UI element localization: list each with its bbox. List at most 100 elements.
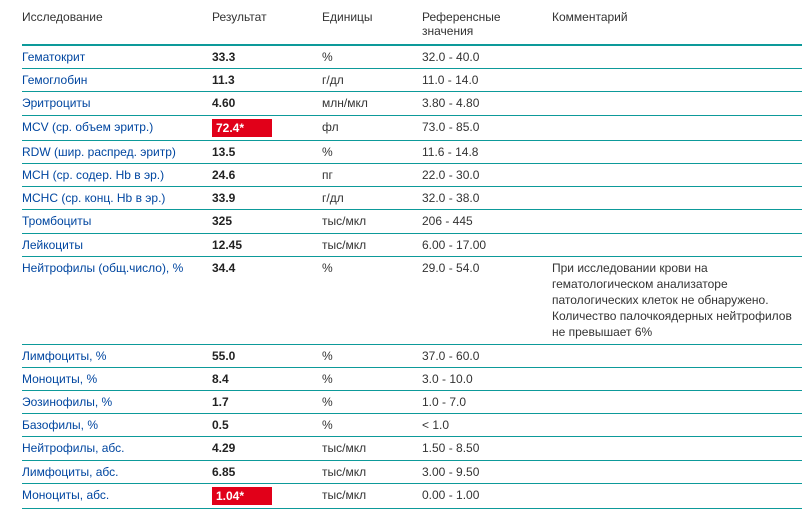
reference-range: 29.0 - 54.0 [422,256,552,344]
result-value: 1.7 [212,395,229,409]
comment [552,460,802,483]
table-row: RDW (шир. распред. эритр)13.5%11.6 - 14.… [22,140,802,163]
reference-range: 37.0 - 60.0 [422,344,552,367]
table-row: MCHC (ср. конц. Hb в эр.)33.9г/дл32.0 - … [22,187,802,210]
reference-range: 206 - 445 [422,210,552,233]
table-row: Нейтрофилы, абс.4.29тыс/мкл1.50 - 8.50 [22,437,802,460]
table-row: Гематокрит33.3%32.0 - 40.0 [22,45,802,69]
result-cell: 0.5 [212,414,322,437]
unit: % [322,45,422,69]
test-name: Гематокрит [22,45,212,69]
reference-range: 0.00 - 1.00 [422,483,552,508]
reference-range: 3.80 - 4.80 [422,92,552,115]
comment [552,344,802,367]
reference-range: 1.50 - 8.50 [422,437,552,460]
table-row: Лимфоциты, %55.0%37.0 - 60.0 [22,344,802,367]
unit: % [322,344,422,367]
header-unit: Единицы [322,4,422,45]
comment [552,483,802,508]
result-value: 34.4 [212,261,235,275]
result-cell: 8.4 [212,367,322,390]
result-value: 13.5 [212,145,235,159]
result-cell: 6.85 [212,460,322,483]
table-row: Тромбоциты325 тыс/мкл206 - 445 [22,210,802,233]
results-table: Исследование Результат Единицы Референсн… [22,4,802,511]
result-cell: 1.7 [212,391,322,414]
unit: г/дл [322,69,422,92]
test-name: RDW (шир. распред. эритр) [22,140,212,163]
test-name: Эритроциты [22,92,212,115]
unit: тыс/мкл [322,437,422,460]
reference-range: 32.0 - 40.0 [422,45,552,69]
header-result: Результат [212,4,322,45]
reference-range: 11.6 - 14.8 [422,140,552,163]
test-name: Гемоглобин [22,69,212,92]
result-cell: 4.29 [212,437,322,460]
result-cell: 13.5 [212,140,322,163]
result-value: 55.0 [212,349,235,363]
result-value: 8.4 [212,372,229,386]
table-row: Моноциты, %8.4%3.0 - 10.0 [22,367,802,390]
comment [552,414,802,437]
test-name: MCHC (ср. конц. Hb в эр.) [22,187,212,210]
unit: тыс/мкл [322,210,422,233]
result-cell: 4.60 [212,92,322,115]
header-ref: Референсные значения [422,4,552,45]
test-name: MCV (ср. объем эритр.) [22,115,212,140]
result-cell: 55.0 [212,344,322,367]
reference-range: 3.00 - 9.50 [422,460,552,483]
reference-range: 73.0 - 85.0 [422,115,552,140]
result-value-flagged: 72.4* [212,119,272,137]
unit: млн/мкл [322,92,422,115]
comment: При исследовании крови на гематологическ… [552,256,802,344]
comment [552,233,802,256]
result-cell: 24.6 [212,163,322,186]
result-cell: 12.45 [212,233,322,256]
result-value: 33.9 [212,191,235,205]
result-value: 11.3 [212,73,235,87]
reference-range: 1.0 - 7.0 [422,391,552,414]
unit: % [322,140,422,163]
reference-range: 22.0 - 30.0 [422,163,552,186]
result-value: 0.5 [212,418,229,432]
unit: % [322,367,422,390]
test-name: MCH (ср. содер. Hb в эр.) [22,163,212,186]
comment [552,210,802,233]
result-cell: 11.3 [212,69,322,92]
table-row: Нейтрофилы (общ.число), %34.4%29.0 - 54.… [22,256,802,344]
comment [552,140,802,163]
reference-range: 6.00 - 17.00 [422,233,552,256]
result-value: 33.3 [212,50,235,64]
result-value: 24.6 [212,168,235,182]
result-value: 6.85 [212,465,235,479]
unit: % [322,256,422,344]
reference-range: 3.0 - 10.0 [422,367,552,390]
test-name: Тромбоциты [22,210,212,233]
test-name: Лимфоциты, % [22,344,212,367]
result-value: 325 [212,214,232,228]
comment [552,163,802,186]
unit: пг [322,163,422,186]
result-value: 12.45 [212,238,242,252]
table-row: Эритроциты4.60 млн/мкл3.80 - 4.80 [22,92,802,115]
result-value: 4.60 [212,96,235,110]
test-name: Лейкоциты [22,233,212,256]
test-name: Нейтрофилы, абс. [22,437,212,460]
test-name: Моноциты, абс. [22,483,212,508]
comment [552,391,802,414]
header-row: Исследование Результат Единицы Референсн… [22,4,802,45]
unit: тыс/мкл [322,483,422,508]
reference-range: 32.0 - 38.0 [422,187,552,210]
comment [552,115,802,140]
result-cell: 325 [212,210,322,233]
table-row: Лимфоциты, абс.6.85тыс/мкл3.00 - 9.50 [22,460,802,483]
test-name: Нейтрофилы (общ.число), % [22,256,212,344]
reference-range: 11.0 - 14.0 [422,69,552,92]
table-row: Гемоглобин11.3 г/дл11.0 - 14.0 [22,69,802,92]
test-name: Базофилы, % [22,414,212,437]
table-row: Базофилы, %0.5%< 1.0 [22,414,802,437]
test-name: Эозинофилы, % [22,391,212,414]
test-name: Моноциты, % [22,367,212,390]
result-cell: 33.9 [212,187,322,210]
comment [552,187,802,210]
